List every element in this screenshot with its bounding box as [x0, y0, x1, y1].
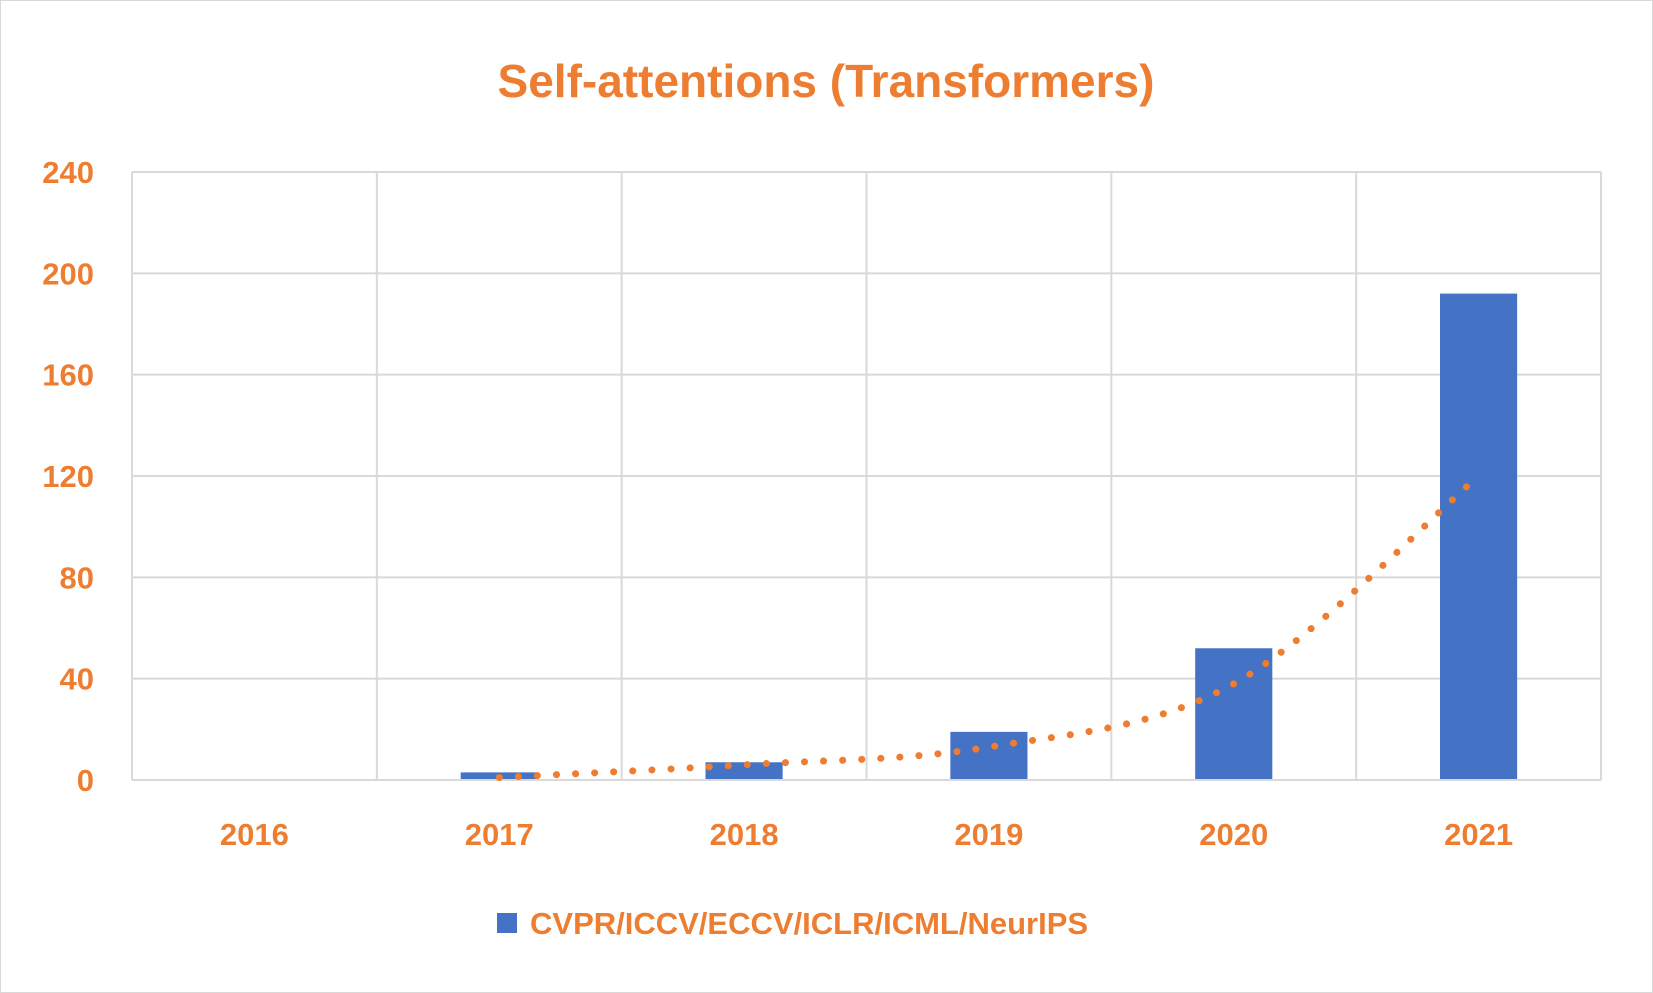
y-tick-label: 160 [42, 358, 94, 393]
x-tick-label: 2016 [220, 817, 289, 852]
y-tick-label: 40 [60, 662, 94, 697]
chart-title: Self-attentions (Transformers) [498, 55, 1155, 107]
bar-2021 [1440, 293, 1518, 779]
bar-2019 [950, 731, 1028, 779]
y-tick-label: 240 [42, 155, 94, 190]
x-tick-label: 2020 [1199, 817, 1268, 852]
y-tick-label: 0 [77, 763, 94, 798]
y-axis-ticks: 0 40 80 120 160 200 240 [42, 155, 94, 798]
legend: CVPR/ICCV/ECCV/ICLR/ICML/NeurIPS [497, 906, 1088, 941]
x-tick-label: 2021 [1444, 817, 1513, 852]
x-axis-ticks: 2016 2017 2018 2019 2020 2021 [220, 817, 1513, 852]
x-tick-label: 2017 [465, 817, 534, 852]
bars [460, 293, 1518, 779]
gridlines [131, 171, 1602, 781]
x-tick-label: 2019 [954, 817, 1023, 852]
bar-2020 [1195, 648, 1273, 779]
legend-swatch [497, 913, 517, 933]
y-tick-label: 200 [42, 256, 94, 291]
y-tick-label: 120 [42, 459, 94, 494]
trendline-path [495, 472, 1483, 781]
x-tick-label: 2018 [710, 817, 779, 852]
legend-label: CVPR/ICCV/ECCV/ICLR/ICML/NeurIPS [530, 906, 1088, 941]
trendline [495, 472, 1483, 781]
y-tick-label: 80 [60, 560, 94, 595]
